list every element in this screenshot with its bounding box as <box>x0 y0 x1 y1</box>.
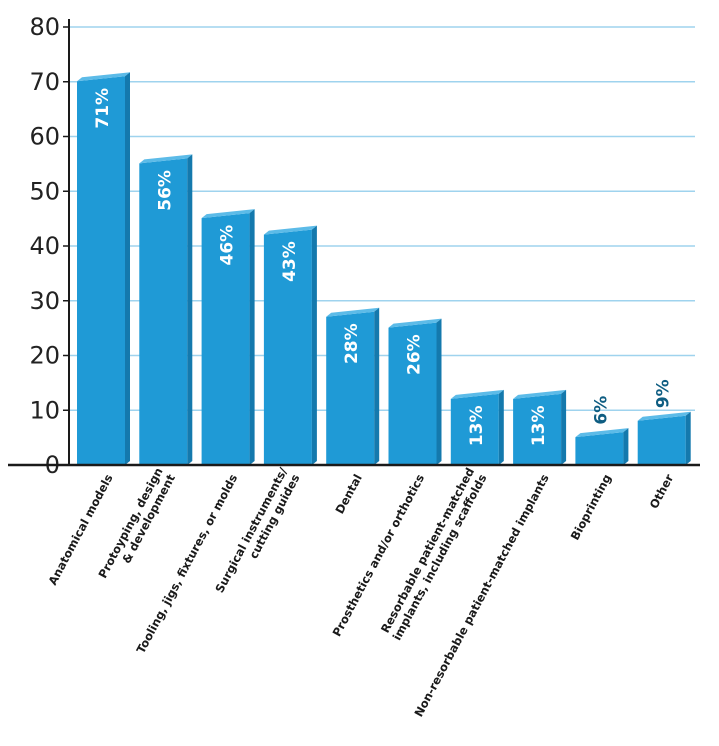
y-tick-label: 60 <box>29 123 60 151</box>
bar-group: 26% <box>388 318 442 465</box>
y-tick-label: 30 <box>29 287 60 315</box>
bar <box>77 76 125 466</box>
bar-side <box>374 307 380 465</box>
y-tick-label: 50 <box>29 177 60 205</box>
x-tick-label: Other <box>647 472 677 511</box>
y-tick-label: 70 <box>29 68 60 96</box>
bar-side <box>685 411 691 465</box>
data-label: 56% <box>155 170 175 211</box>
bar <box>575 432 624 465</box>
bar-top <box>326 307 380 317</box>
data-label: 6% <box>591 396 611 425</box>
bar-group: 28% <box>326 307 380 465</box>
bar <box>388 322 437 465</box>
bar <box>139 158 188 465</box>
bar-side <box>623 428 629 465</box>
y-tick-label: 10 <box>29 396 60 424</box>
data-label: 43% <box>280 241 300 282</box>
x-tick-label: Non-resorbable patient-matched implants <box>411 472 551 719</box>
bar-side <box>561 389 567 465</box>
bar-group: 71% <box>77 72 130 466</box>
data-label: 46% <box>218 225 238 266</box>
bar-top <box>388 318 442 328</box>
bar-group: 43% <box>263 225 317 465</box>
data-label: 71% <box>93 88 113 129</box>
bar <box>201 213 250 465</box>
bar <box>450 393 499 465</box>
bar <box>263 229 312 465</box>
bar-side <box>311 225 317 465</box>
bar-group: 13% <box>513 389 567 465</box>
data-label: 13% <box>467 405 487 446</box>
bar-side <box>498 389 504 465</box>
bar-top <box>450 389 504 399</box>
bar-top <box>513 389 567 399</box>
data-label: 26% <box>405 334 425 375</box>
bar-side <box>125 72 130 466</box>
bar <box>326 311 375 465</box>
x-tick-label: Dental <box>332 472 364 516</box>
bar-side <box>436 318 442 465</box>
bar-group: 6% <box>575 396 629 465</box>
bar-top <box>637 411 691 421</box>
data-label: 9% <box>654 379 674 408</box>
bar-top <box>77 72 130 82</box>
bar-side <box>249 209 255 465</box>
bars: 71% 56% 46% 43% 28% 26% 13% 13% 6% 9% <box>77 72 691 466</box>
bar-top <box>139 154 193 164</box>
bar-top <box>575 428 629 438</box>
y-tick-label: 20 <box>29 342 60 370</box>
y-tick-label: 40 <box>29 232 60 260</box>
bar-side <box>187 154 193 465</box>
y-tick-label: 80 <box>29 13 60 41</box>
bar <box>637 415 686 465</box>
bar-group: 46% <box>201 209 255 465</box>
bar-group: 9% <box>637 379 691 465</box>
bar-top <box>201 209 255 219</box>
bar <box>513 393 562 465</box>
bar-group: 56% <box>139 154 193 465</box>
data-label: 28% <box>342 323 362 364</box>
data-label: 13% <box>529 405 549 446</box>
axes <box>8 19 700 467</box>
bar-group: 13% <box>450 389 504 465</box>
x-tick-label: Bioprinting <box>568 472 614 543</box>
bar-top <box>263 225 317 235</box>
